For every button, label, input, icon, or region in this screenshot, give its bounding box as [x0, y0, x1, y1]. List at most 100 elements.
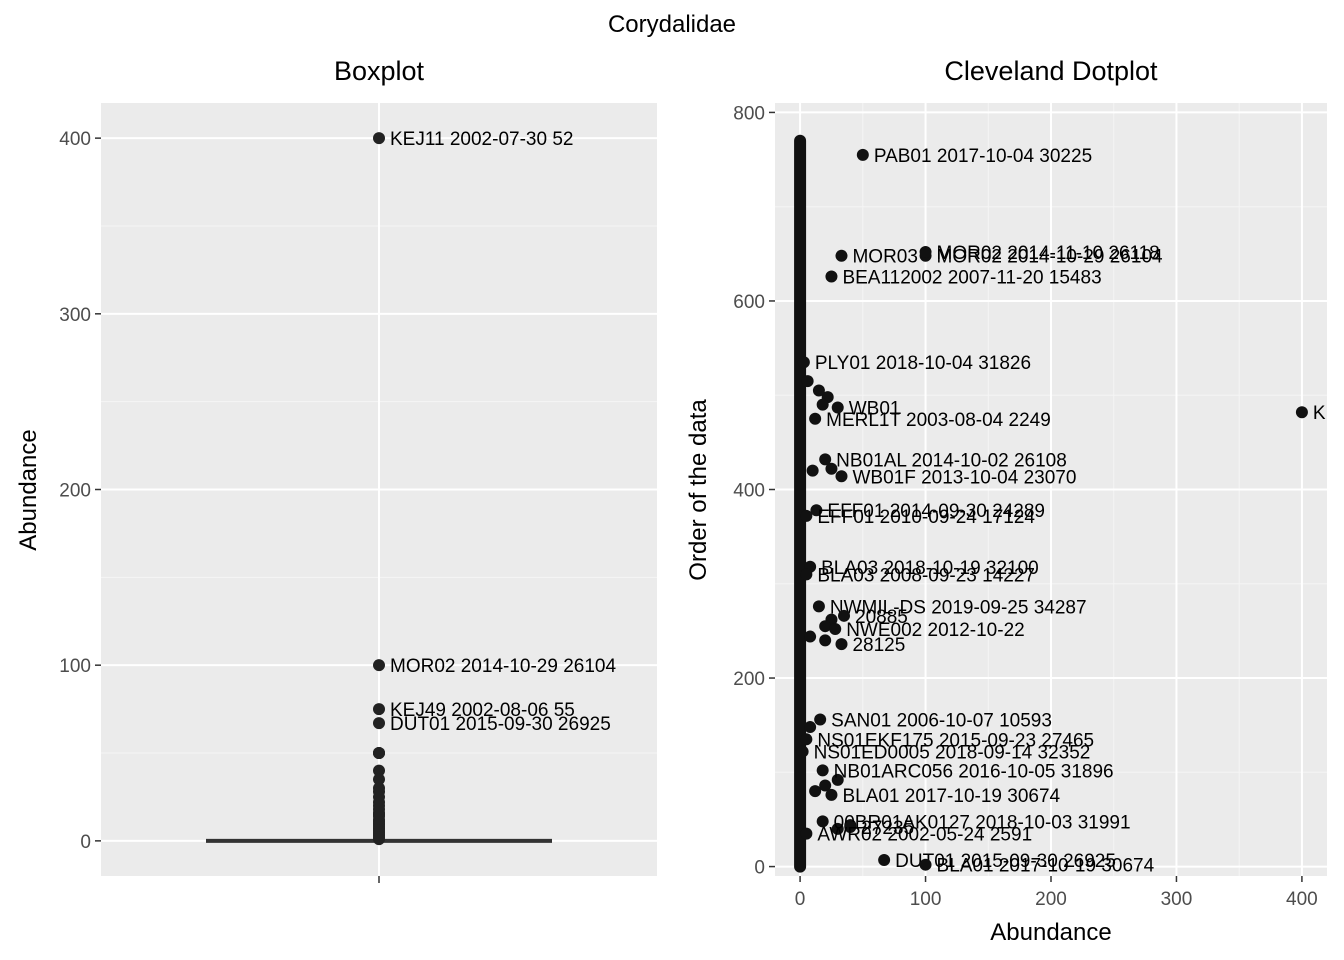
dotplot-point	[825, 788, 838, 801]
dotplot-point-column	[794, 134, 807, 873]
dotplot-point	[838, 609, 850, 622]
dotplot-point	[919, 858, 932, 871]
dotplot-point-label: 28125	[852, 635, 905, 656]
dotplot-point-label: BEA112002 2007-11-20 15483	[842, 267, 1101, 288]
dotplot-point	[812, 384, 825, 397]
boxplot-y-tick-label: 400	[59, 129, 91, 150]
dotplot-x-tick-label: 300	[1161, 889, 1193, 910]
dotplot-y-tick-label: 200	[733, 669, 765, 690]
boxplot-y-tick-label: 300	[59, 305, 91, 326]
boxplot-panel: Boxplot 0 100 200 300 400 KEJ11 2002-07-30 5…	[15, 56, 657, 883]
dotplot-point-label: NB01AL 2014-10-02 26108	[836, 450, 1067, 471]
dotplot-point	[804, 630, 817, 643]
dotplot-point-label: SAN01 2006-10-07 10593	[831, 711, 1052, 732]
dotplot-point-label: MOR02 2014-11-10 26118	[937, 243, 1160, 264]
dotplot-point	[800, 827, 813, 840]
dotplot-point	[825, 270, 838, 283]
dotplot-point-label: 20885	[855, 607, 908, 628]
dotplot-point-label: NWE002 2012-10-22	[846, 620, 1025, 641]
figure-title: Corydalidae	[608, 11, 736, 38]
boxplot-outlier	[373, 773, 385, 786]
boxplot-outlier	[373, 132, 385, 145]
boxplot-outlier-label: DUT01 2015-09-30 26925	[390, 714, 611, 735]
boxplot-marks: KEJ11 2002-07-30 52 MOR02 2014-10-29 2610…	[206, 129, 616, 846]
dotplot-point-label: WB01F 2013-10-04 23070	[852, 467, 1076, 488]
dotplot-point	[800, 733, 813, 746]
boxplot-outlier	[373, 764, 385, 777]
dotplot-x-tick-label: 400	[1286, 889, 1318, 910]
dotplot-marks: PAB01 2017-10-04 30225 MOR02 2014-10-29 2…	[794, 134, 1326, 877]
boxplot-outlier	[373, 703, 385, 716]
dotplot-point-label: PAB01 2017-10-04 30225	[874, 146, 1092, 167]
dotplot-ticks: 0 200 400 600 800 0 100 200 300 400	[733, 103, 1317, 910]
dotplot-point	[825, 462, 838, 475]
boxplot-y-tick-label: 100	[59, 656, 91, 677]
boxplot-y-axis-label: Abundance	[15, 429, 42, 550]
dotplot-point	[816, 764, 829, 777]
dotplot-x-tick-label: 0	[795, 889, 806, 910]
dotplot-point-label: NWMIL-DS 2019-09-25 34287	[830, 597, 1087, 618]
dotplot-point	[835, 470, 848, 483]
dotplot-x-axis-label: Abundance	[990, 919, 1111, 946]
dotplot-point	[831, 401, 844, 414]
dotplot-point-label: NS01EKF175 2015-09-23 27465	[817, 730, 1094, 751]
dotplot-point-label: MERL1T 2003-08-04 2249	[826, 410, 1051, 431]
dotplot-point	[809, 412, 822, 425]
dotplot-point	[819, 453, 832, 466]
dotplot-point	[816, 398, 829, 411]
dotplot-point-label: WB01	[849, 398, 901, 419]
dotplot-point-label: BLA03 2018-10-19 32100	[821, 558, 1039, 579]
dotplot-point-label: 27235	[861, 818, 914, 839]
dotplot-point	[829, 623, 842, 636]
dotplot-title: Cleveland Dotplot	[944, 56, 1158, 86]
boxplot-outlier-label: KEJ11 2002-07-30 52	[390, 129, 573, 150]
dotplot-point	[835, 249, 848, 262]
dotplot-point-label: BLA01 2017-10-19 30674	[937, 856, 1155, 877]
dotplot-x-tick-label: 100	[910, 889, 942, 910]
dotplot-point-label: K	[1313, 403, 1326, 424]
dotplot-point-label: 00BR01AK0127 2018-10-03 31991	[834, 812, 1131, 833]
dotplot-point-label: DUT01 2015-09-30 26925	[895, 851, 1116, 872]
dotplot-point	[797, 356, 810, 369]
dotplot-point	[804, 721, 817, 734]
boxplot-y-tick-label: 0	[80, 832, 91, 853]
dotplot-point-label: BLA03 2008-09-23 14227	[817, 565, 1035, 586]
dotplot-x-tick-label: 200	[1035, 889, 1067, 910]
dotplot-point	[800, 509, 813, 522]
dotplot-point	[809, 785, 822, 798]
dotplot-point	[856, 148, 869, 161]
dotplot-point-label: AWR02 2002-05-24 2591	[817, 825, 1032, 846]
dotplot-point	[812, 600, 825, 613]
boxplot-y-tick-label: 200	[59, 481, 91, 502]
dotplot-point	[806, 464, 819, 477]
dotplot-y-axis-label: Order of the data	[685, 399, 712, 581]
boxplot-outlier	[373, 659, 385, 672]
dotplot-point-label: EFF01 2014-09-30 24289	[827, 501, 1045, 522]
dotplot-point	[810, 504, 823, 517]
dotplot-point	[878, 853, 891, 866]
boxplot-title: Boxplot	[334, 56, 425, 86]
dotplot-point	[800, 568, 813, 581]
dotplot-point-label: NS01ED0005 2018-09-14 32352	[814, 743, 1091, 764]
dotplot-point	[801, 375, 814, 388]
dotplot-gridlines	[775, 103, 1327, 876]
dotplot-point	[814, 713, 827, 726]
dotplot-point	[796, 745, 809, 758]
dotplot-point	[819, 634, 832, 647]
dotplot-y-tick-label: 600	[733, 292, 765, 313]
dotplot-point	[816, 815, 829, 828]
dotplot-point	[831, 822, 844, 835]
dotplot-point-label: MOR02 2014-10-29 26104	[937, 247, 1163, 268]
dotplot-point-label: MOR03	[852, 247, 917, 268]
dotplot-point	[835, 638, 848, 651]
dotplot-point	[919, 245, 932, 258]
boxplot-outlier-label: KEJ49 2002-08-06 55	[390, 700, 575, 721]
boxplot-outlier-label: MOR02 2014-10-29 26104	[390, 656, 616, 677]
dotplot-y-tick-label: 0	[754, 858, 765, 879]
dotplot-panel: Cleveland Dotplot 0 200 400 600 800 0 100 200 30…	[685, 56, 1327, 946]
dotplot-point-label: EFF01 2010-09-24 17124	[817, 507, 1035, 528]
dotplot-point-label: BLA01 2017-10-19 30674	[842, 786, 1060, 807]
dotplot-point-label: PLY01 2018-10-04 31826	[815, 353, 1031, 374]
boxplot-outlier	[373, 833, 385, 846]
